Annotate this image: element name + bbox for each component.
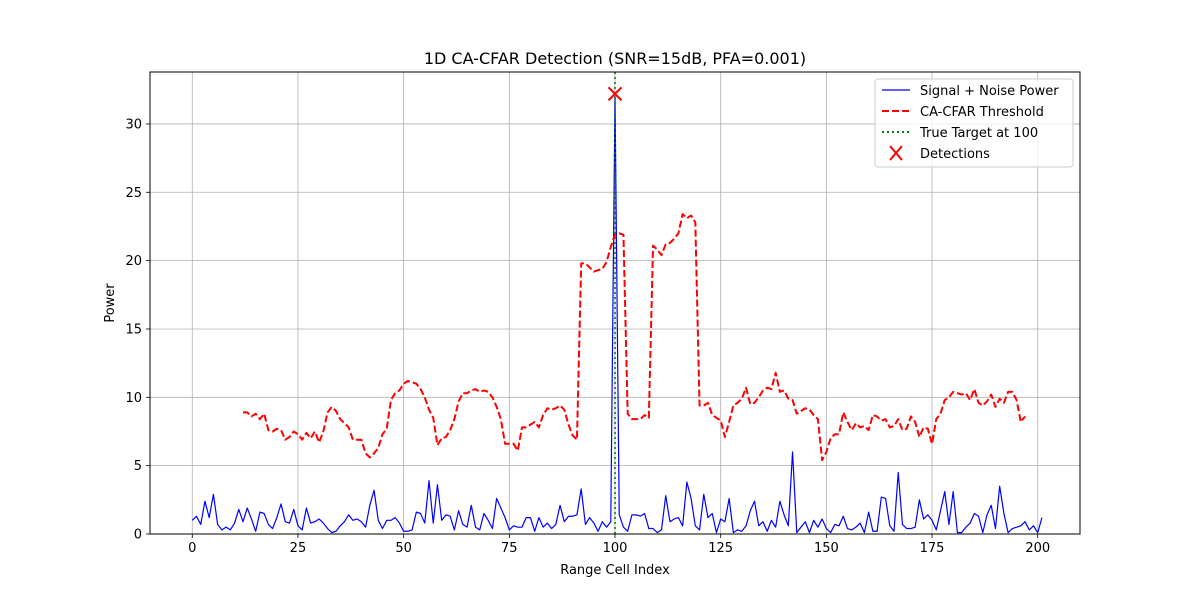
x-tick-label: 0 bbox=[188, 541, 196, 556]
legend-label-signal: Signal + Noise Power bbox=[920, 84, 1059, 99]
y-axis-label: Power bbox=[103, 283, 118, 323]
x-axis-label: Range Cell Index bbox=[560, 563, 670, 578]
threshold-line bbox=[243, 213, 1026, 462]
y-tick-label: 20 bbox=[125, 254, 142, 269]
signal-noise-line bbox=[191, 95, 1043, 534]
legend-box bbox=[874, 78, 1074, 168]
x-tick-label: 75 bbox=[501, 541, 518, 556]
legend-swatch-detections bbox=[889, 145, 903, 161]
y-tick-label: 10 bbox=[125, 391, 142, 406]
x-tick-label: 175 bbox=[920, 541, 945, 556]
chart-title: 1D CA-CFAR Detection (SNR=15dB, PFA=0.00… bbox=[424, 49, 806, 68]
detection-marker bbox=[607, 86, 623, 102]
y-tick-label: 30 bbox=[125, 117, 142, 132]
x-tick-label: 25 bbox=[290, 541, 307, 556]
plot-area bbox=[191, 72, 1043, 534]
x-tick-label: 125 bbox=[708, 541, 733, 556]
x-tick-label: 150 bbox=[814, 541, 839, 556]
y-axis-ticks: 0 5 10 15 20 25 30 bbox=[125, 117, 150, 543]
x-tick-label: 100 bbox=[603, 541, 628, 556]
detection-marker-stroke bbox=[607, 86, 623, 102]
legend-label-detections: Detections bbox=[920, 147, 990, 162]
y-tick-label: 25 bbox=[125, 186, 142, 201]
y-tick-label: 15 bbox=[125, 322, 142, 337]
x-tick-label: 50 bbox=[395, 541, 412, 556]
y-tick-label: 0 bbox=[134, 528, 142, 543]
x-tick-label: 200 bbox=[1025, 541, 1050, 556]
y-tick-label: 5 bbox=[134, 459, 142, 474]
legend: Signal + Noise Power CA-CFAR Threshold T… bbox=[874, 78, 1074, 168]
x-axis-ticks: 0 25 50 75 100 125 150 175 200 bbox=[188, 534, 1050, 556]
axes-frame bbox=[149, 71, 1081, 535]
legend-label-threshold: CA-CFAR Threshold bbox=[920, 105, 1044, 120]
legend-label-target: True Target at 100 bbox=[919, 126, 1038, 141]
